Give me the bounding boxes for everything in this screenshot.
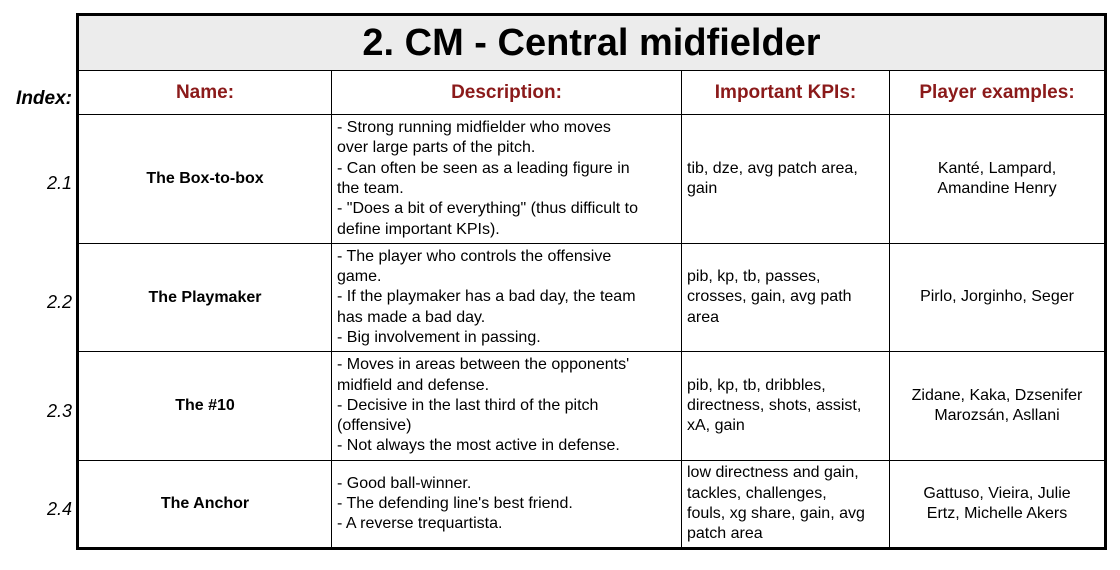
role-examples: Zidane, Kaka, Dzsenifer Marozsán, Asllan… [888, 351, 1107, 461]
kpi-line: fouls, xg share, gain, avg [687, 505, 865, 522]
row-index: 2.1 [46, 173, 72, 193]
description-line: - A reverse trequartista. [337, 515, 503, 533]
description-line: over large parts of the pitch. [337, 139, 536, 157]
table-row: The Anchor - Good ball-winner. - The def… [77, 460, 1107, 549]
kpi-line: tackles, challenges, [687, 484, 827, 502]
description-line: - Moves in areas between the opponents' [337, 356, 630, 374]
header-kpis: Important KPIs: [681, 70, 890, 115]
title-row: 2. CM - Central midfielder [76, 14, 1107, 71]
role-examples: Kanté, Lampard, Amandine Henry [888, 114, 1107, 244]
example-line: Pirlo, Jorginho, Seger [920, 288, 1074, 306]
description-line: - If the playmaker has a bad day, the te… [337, 288, 636, 306]
description-line: - Not always the most active in defense. [337, 437, 620, 455]
kpi-line: area [687, 308, 720, 326]
role-name: The #10 [77, 351, 332, 461]
header-examples: Player examples: [888, 70, 1107, 115]
example-line: Ertz, Michelle Akers [926, 505, 1068, 522]
header-description: Description: [331, 70, 682, 115]
kpi-line: tib, dze, avg patch area, [687, 159, 858, 177]
example-line: Marozsán, Asllani [934, 407, 1060, 424]
description-line: - Strong running midfielder who moves [337, 119, 611, 137]
description-line: the team. [337, 180, 404, 197]
role-description: - Good ball-winner. - The defending line… [331, 460, 682, 549]
kpi-line: xA, gain [687, 417, 745, 435]
description-line: (offensive) [337, 417, 412, 435]
description-line: define important KPIs). [337, 220, 500, 238]
example-line: Gattuso, Vieira, Julie [923, 484, 1071, 502]
description-line: - Big involvement in passing. [337, 328, 541, 346]
description-line: - The player who controls the offensive [337, 247, 612, 265]
role-examples: Gattuso, Vieira, Julie Ertz, Michelle Ak… [888, 460, 1107, 549]
table-title: 2. CM - Central midfielder [76, 14, 1107, 71]
description-line: - "Does a bit of everything" (thus diffi… [337, 200, 638, 218]
description-line: game. [337, 268, 382, 286]
table-row: The #10 - Moves in areas between the opp… [77, 351, 1107, 461]
index-header: Index: [16, 88, 72, 109]
cm-roles-table: 2. CM - Central midfielder Name: Descrip… [76, 13, 1108, 550]
kpi-line: gain [687, 180, 718, 197]
example-line: Amandine Henry [937, 180, 1057, 197]
role-name: The Anchor [77, 460, 332, 549]
table-row: The Playmaker - The player who controls … [77, 243, 1107, 352]
role-kpis: tib, dze, avg patch area, gain [681, 114, 890, 244]
role-examples: Pirlo, Jorginho, Seger [888, 243, 1107, 352]
description-line: midfield and defense. [337, 376, 490, 394]
role-description: - The player who controls the offensive … [331, 243, 682, 352]
example-line: Zidane, Kaka, Dzsenifer [911, 386, 1083, 404]
kpi-line: low directness and gain, [687, 464, 859, 482]
role-name: The Box-to-box [77, 114, 332, 244]
kpi-line: patch area [687, 525, 763, 543]
description-line: - Good ball-winner. [337, 474, 472, 492]
row-index: 2.3 [46, 401, 72, 421]
table-row: The Box-to-box - Strong running midfield… [77, 114, 1107, 244]
role-kpis: pib, kp, tb, passes, crosses, gain, avg … [681, 243, 890, 352]
kpi-line: pib, kp, tb, dribbles, [687, 376, 826, 394]
role-description: - Moves in areas between the opponents' … [331, 351, 682, 461]
description-line: - The defending line's best friend. [337, 494, 573, 512]
role-name: The Playmaker [77, 243, 332, 352]
description-line: - Can often be seen as a leading figure … [337, 159, 630, 177]
kpi-line: crosses, gain, avg path [687, 288, 852, 306]
row-index: 2.4 [46, 499, 72, 519]
role-kpis: low directness and gain, tackles, challe… [681, 460, 890, 549]
kpi-line: pib, kp, tb, passes, [687, 268, 821, 286]
kpi-line: directness, shots, assist, [687, 396, 862, 414]
description-line: - Decisive in the last third of the pitc… [337, 396, 599, 414]
description-line: has made a bad day. [337, 308, 486, 326]
role-description: - Strong running midfielder who moves ov… [331, 114, 682, 244]
row-index: 2.2 [46, 292, 72, 312]
header-name: Name: [77, 70, 332, 115]
role-kpis: pib, kp, tb, dribbles, directness, shots… [681, 351, 890, 461]
header-row: Name: Description: Important KPIs: Playe… [77, 70, 1107, 115]
example-line: Kanté, Lampard, [937, 159, 1057, 177]
